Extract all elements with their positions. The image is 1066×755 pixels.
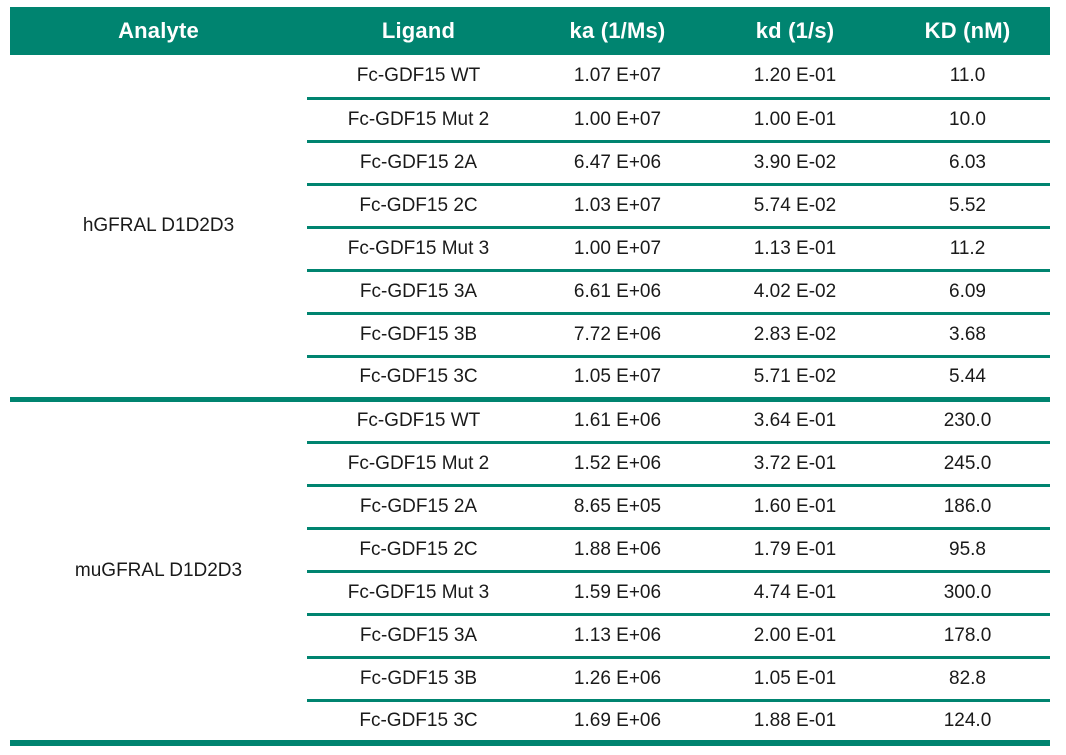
ka-cell: 6.47 E+06 xyxy=(530,141,705,186)
ligand-cell: Fc-GDF15 3A xyxy=(307,614,530,659)
kD-cell: 230.0 xyxy=(885,399,1050,444)
kd-cell: 2.00 E-01 xyxy=(705,614,885,659)
ligand-cell: Fc-GDF15 2C xyxy=(307,184,530,229)
ka-cell: 1.13 E+06 xyxy=(530,614,705,659)
column-header-ligand: Ligand xyxy=(307,7,530,55)
kd-cell: 4.02 E-02 xyxy=(705,270,885,315)
table-row: muGFRAL D1D2D3 Fc-GDF15 WT 1.61 E+06 3.64 E… xyxy=(10,399,1050,746)
table-row: Fc-GDF15 3C 1.05 E+07 5.71 E-02 5.44 xyxy=(10,356,1050,402)
ligand-cell: Fc-GDF15 2A xyxy=(307,141,530,186)
kd-cell: 1.20 E-01 xyxy=(705,55,885,100)
ligand-cell: Fc-GDF15 Mut 2 xyxy=(307,442,530,487)
table-row: Fc-GDF15 3C 1.69 E+06 1.88 E-01 124.0 xyxy=(10,700,1050,746)
kinetics-table: Analyte Ligand ka (1/Ms) kd (1/s) KD (nM) hG… xyxy=(10,7,1050,746)
kd-cell: 1.88 E-01 xyxy=(705,700,885,746)
kD-cell: 95.8 xyxy=(885,528,1050,573)
kD-cell: 186.0 xyxy=(885,485,1050,530)
table-row: Fc-GDF15 3B 7.72 E+06 2.83 E-02 3.68 xyxy=(10,313,1050,358)
kd-cell: 1.79 E-01 xyxy=(705,528,885,573)
ka-cell: 1.00 E+07 xyxy=(530,227,705,272)
kD-cell: 82.8 xyxy=(885,657,1050,702)
kD-cell: 178.0 xyxy=(885,614,1050,659)
kd-cell: 5.74 E-02 xyxy=(705,184,885,229)
ligand-cell: Fc-GDF15 2C xyxy=(307,528,530,573)
table-row: Fc-GDF15 2C 1.03 E+07 5.74 E-02 5.52 xyxy=(10,184,1050,229)
kD-cell: 300.0 xyxy=(885,571,1050,616)
kd-cell: 5.71 E-02 xyxy=(705,356,885,402)
ligand-cell: Fc-GDF15 2A xyxy=(307,485,530,530)
ka-cell: 1.61 E+06 xyxy=(530,399,705,444)
kd-cell: 4.74 E-01 xyxy=(705,571,885,616)
kd-cell: 1.60 E-01 xyxy=(705,485,885,530)
kd-cell: 1.05 E-01 xyxy=(705,657,885,702)
ligand-cell: Fc-GDF15 WT xyxy=(307,399,530,444)
ka-cell: 1.52 E+06 xyxy=(530,442,705,487)
ligand-cell: Fc-GDF15 3C xyxy=(307,356,530,402)
ka-cell: 8.65 E+05 xyxy=(530,485,705,530)
table-row: Fc-GDF15 2C 1.88 E+06 1.79 E-01 95.8 xyxy=(10,528,1050,573)
ligand-cell: Fc-GDF15 3B xyxy=(307,313,530,358)
kd-cell: 1.13 E-01 xyxy=(705,227,885,272)
kd-cell: 2.83 E-02 xyxy=(705,313,885,358)
ka-cell: 1.05 E+07 xyxy=(530,356,705,402)
table-row: Fc-GDF15 3A 1.13 E+06 2.00 E-01 178.0 xyxy=(10,614,1050,659)
column-header-kd: kd (1/s) xyxy=(705,7,885,55)
ligand-cell: Fc-GDF15 3A xyxy=(307,270,530,315)
ka-cell: 1.59 E+06 xyxy=(530,571,705,616)
ligand-cell: Fc-GDF15 3B xyxy=(307,657,530,702)
kd-cell: 3.64 E-01 xyxy=(705,399,885,444)
kD-cell: 10.0 xyxy=(885,98,1050,143)
ka-cell: 1.07 E+07 xyxy=(530,55,705,100)
kD-cell: 124.0 xyxy=(885,700,1050,746)
table-row: Fc-GDF15 Mut 2 1.52 E+06 3.72 E-01 245.0 xyxy=(10,442,1050,487)
ligand-cell: Fc-GDF15 Mut 2 xyxy=(307,98,530,143)
column-header-ka: ka (1/Ms) xyxy=(530,7,705,55)
table-row: Fc-GDF15 Mut 3 1.00 E+07 1.13 E-01 11.2 xyxy=(10,227,1050,272)
table-row: Fc-GDF15 Mut 2 1.00 E+07 1.00 E-01 10.0 xyxy=(10,98,1050,143)
ligand-cell: Fc-GDF15 Mut 3 xyxy=(307,571,530,616)
table-row: Fc-GDF15 Mut 3 1.59 E+06 4.74 E-01 300.0 xyxy=(10,571,1050,616)
ka-cell: 7.72 E+06 xyxy=(530,313,705,358)
ka-cell: 1.00 E+07 xyxy=(530,98,705,143)
ka-cell: 6.61 E+06 xyxy=(530,270,705,315)
ligand-cell: Fc-GDF15 Mut 3 xyxy=(307,227,530,272)
table-header-row: Analyte Ligand ka (1/Ms) kd (1/s) KD (nM) xyxy=(10,7,1050,55)
kd-cell: 3.90 E-02 xyxy=(705,141,885,186)
kd-cell: 1.00 E-01 xyxy=(705,98,885,143)
ka-cell: 1.03 E+07 xyxy=(530,184,705,229)
table-row: hGFRAL D1D2D3 Fc-GDF15 WT 1.07 E+07 1.20 E-… xyxy=(10,55,1050,402)
table-row: Fc-GDF15 2A 6.47 E+06 3.90 E-02 6.03 xyxy=(10,141,1050,186)
kD-cell: 5.44 xyxy=(885,356,1050,402)
kD-cell: 3.68 xyxy=(885,313,1050,358)
kD-cell: 11.2 xyxy=(885,227,1050,272)
kD-cell: 11.0 xyxy=(885,55,1050,100)
table-row: Fc-GDF15 3A 6.61 E+06 4.02 E-02 6.09 xyxy=(10,270,1050,315)
kD-cell: 5.52 xyxy=(885,184,1050,229)
kd-cell: 3.72 E-01 xyxy=(705,442,885,487)
ka-cell: 1.88 E+06 xyxy=(530,528,705,573)
ligand-cell: Fc-GDF15 WT xyxy=(307,55,530,100)
column-header-analyte: Analyte xyxy=(10,7,307,55)
kD-cell: 6.03 xyxy=(885,141,1050,186)
ka-cell: 1.26 E+06 xyxy=(530,657,705,702)
ka-cell: 1.69 E+06 xyxy=(530,700,705,746)
analyte-cell: hGFRAL D1D2D3 xyxy=(10,55,307,402)
analyte-cell: muGFRAL D1D2D3 xyxy=(10,399,307,746)
column-header-kD: KD (nM) xyxy=(885,7,1050,55)
table-row: Fc-GDF15 3B 1.26 E+06 1.05 E-01 82.8 xyxy=(10,657,1050,702)
kD-cell: 245.0 xyxy=(885,442,1050,487)
table-row: Fc-GDF15 2A 8.65 E+05 1.60 E-01 186.0 xyxy=(10,485,1050,530)
kD-cell: 6.09 xyxy=(885,270,1050,315)
ligand-cell: Fc-GDF15 3C xyxy=(307,700,530,746)
